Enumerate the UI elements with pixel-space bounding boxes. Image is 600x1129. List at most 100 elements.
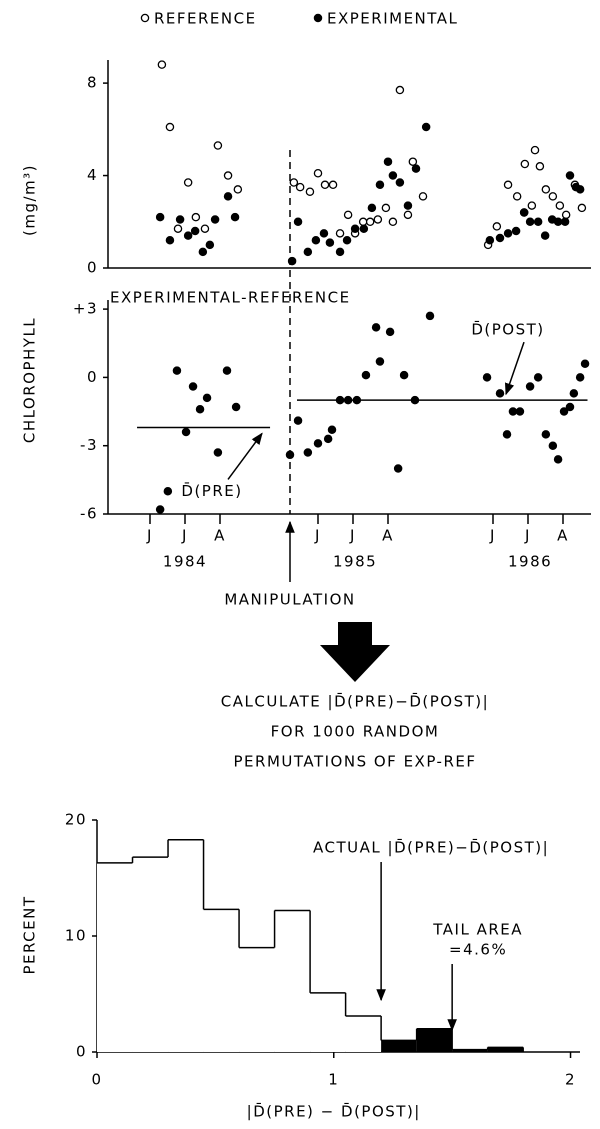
annotation: =4.6% [449,941,507,959]
point [205,240,215,250]
x-tick-label: J [489,527,496,545]
point [565,171,575,180]
point [385,327,395,337]
point [541,185,551,194]
point [305,187,315,196]
point [188,382,198,391]
process-text: FOR 1000 RANDOM [271,723,440,741]
point [565,402,575,412]
point [323,434,333,444]
x-tick-label: A [382,527,394,545]
point [202,393,212,403]
mean-label: D̄(POST) [471,320,544,339]
point [555,201,565,210]
point [395,178,405,187]
point [343,210,353,220]
bar [381,1040,417,1052]
point [359,224,369,233]
x-tick-label: J [146,527,153,545]
point [163,486,173,496]
point [525,382,535,391]
point [165,236,175,245]
point [365,217,375,227]
year-label: 1985 [333,553,377,571]
legend-marker [313,13,323,23]
point [411,164,421,173]
point [200,224,210,233]
point [233,185,243,194]
bar [487,1047,524,1052]
bar [239,947,275,1052]
point [313,168,323,178]
point [311,236,321,245]
y-label: PERCENT [21,895,39,974]
point [548,441,558,450]
point [580,359,590,368]
point [173,224,183,233]
point [533,373,543,382]
point [495,389,505,398]
point [155,212,165,222]
y-tick-label: +3 [73,300,98,318]
bar [274,910,311,1052]
point [575,185,585,194]
x-tick-label: J [524,527,531,545]
legend-label: EXPERIMENTAL [327,10,458,28]
point [358,217,368,227]
point [335,229,345,238]
point [418,192,428,201]
point [388,217,398,227]
bar [310,992,346,1052]
point [425,311,435,321]
panel-annotation: EXPERIMENTAL-REFERENCE [110,289,351,307]
point [541,430,551,439]
bar [416,1028,453,1052]
legend-label: REFERENCE [154,10,257,28]
point [492,222,502,231]
legend-marker [140,13,150,23]
point [213,141,223,150]
process-text: PERMUTATIONS OF EXP-REF [234,753,477,771]
bar [345,1016,382,1052]
point [403,210,413,220]
y-tick-label: 0 [87,259,98,277]
point [535,162,545,171]
point [519,208,529,217]
y-tick-label: -6 [80,505,98,523]
point [165,122,175,132]
bar [452,1049,488,1052]
point [210,215,220,224]
point [213,448,223,457]
annotation: ACTUAL |D̄(PRE)−D̄(POST)| [313,838,549,857]
mean-label: D̄(PRE) [181,481,242,500]
y-tick-label: 0 [76,1043,87,1061]
point [530,145,540,155]
point [293,416,303,425]
point [175,215,185,224]
point [577,203,587,213]
point [559,407,569,416]
y-tick-label: -3 [80,436,98,454]
point [560,217,570,227]
point [313,439,323,448]
bar [203,909,240,1052]
x-label: |D̄(PRE) − D̄(POST)| [247,1102,421,1121]
point [375,357,385,366]
point [503,229,513,238]
point [367,203,377,213]
point [525,217,535,227]
point [553,217,563,227]
process-arrow [320,622,390,682]
point [482,373,492,382]
point [293,217,303,227]
point [485,236,495,245]
point [495,233,505,243]
point [335,247,345,257]
point [223,171,233,180]
point [303,247,313,257]
bar [97,862,133,1052]
point [181,427,191,437]
point [383,157,393,166]
year-label: 1986 [508,553,552,571]
